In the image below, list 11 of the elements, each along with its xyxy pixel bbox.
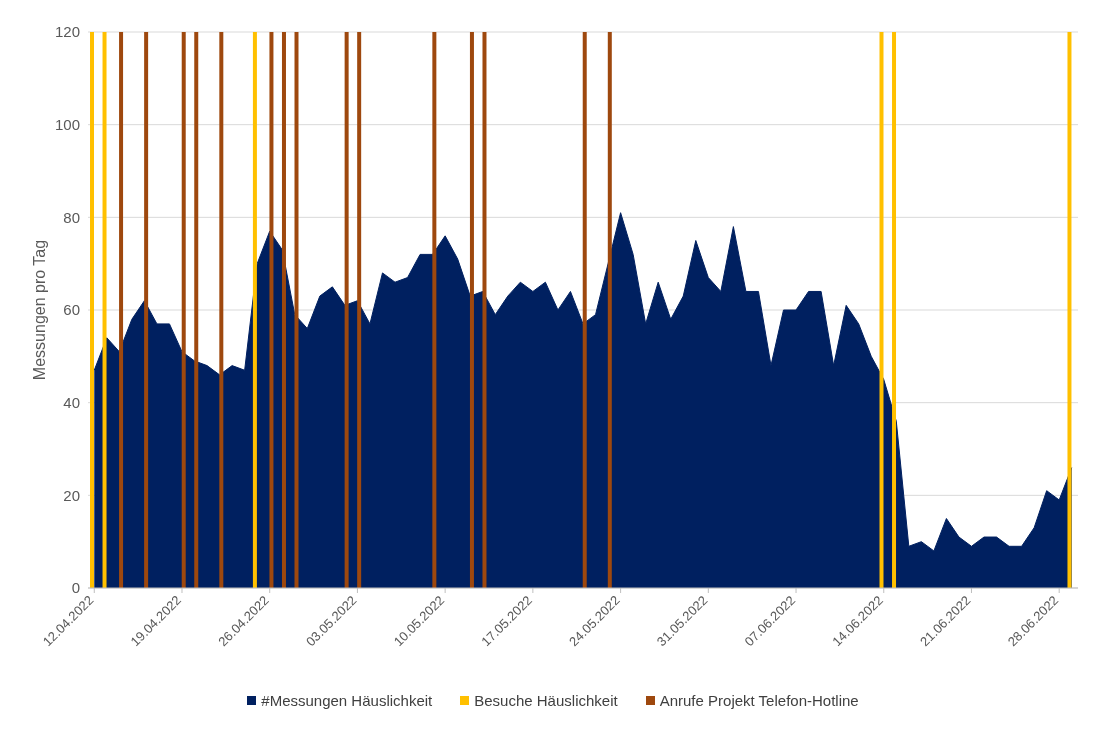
y-tick-label: 40	[63, 393, 80, 411]
y-axis-title: Messungen pro Tag	[30, 239, 48, 381]
legend-label: Anrufe Projekt Telefon-Hotline	[659, 692, 859, 709]
y-tick-label: 120	[54, 23, 80, 41]
y-tick-label: 60	[63, 301, 80, 319]
y-tick-label: 80	[63, 208, 80, 226]
y-tick-label: 100	[54, 115, 80, 133]
legend-label: Besuche Häuslichkeit	[474, 692, 618, 709]
legend-label: #Messungen Häuslichkeit	[261, 692, 433, 709]
y-tick-label: 0	[71, 579, 80, 597]
y-tick-label: 20	[63, 486, 80, 504]
